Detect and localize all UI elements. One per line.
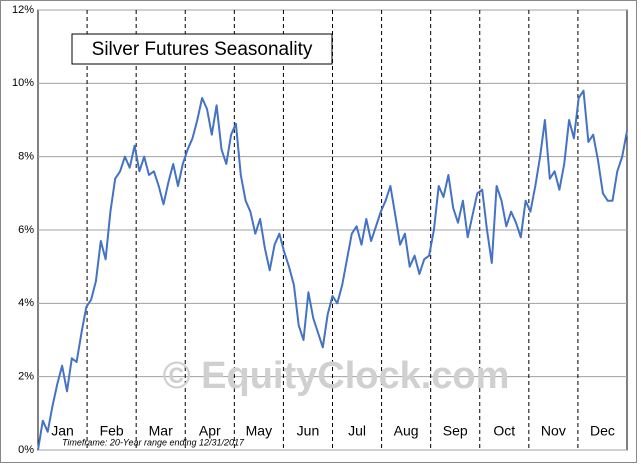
chart-title: Silver Futures Seasonality — [92, 39, 313, 60]
x-tick-label: Jul — [348, 423, 366, 439]
x-tick-label: Mar — [149, 423, 173, 439]
y-tick-label: 2% — [18, 371, 34, 383]
title-box — [71, 33, 333, 65]
x-tick-label: Dec — [590, 423, 615, 439]
footnote: Timeframe: 20-Year range ending 12/31/20… — [62, 437, 245, 447]
y-tick-label: 4% — [18, 297, 34, 309]
x-tick-label: Aug — [394, 423, 419, 439]
y-tick-label: 12% — [12, 4, 34, 16]
y-tick-label: 10% — [12, 77, 34, 89]
x-tick-label: Apr — [199, 423, 221, 439]
y-tick-label: 6% — [18, 224, 34, 236]
watermark: © EquityClock.com — [163, 355, 510, 397]
x-tick-label: Jan — [51, 423, 74, 439]
series-line — [37, 89, 628, 451]
x-tick-label: Jun — [297, 423, 320, 439]
x-tick-label: Nov — [541, 423, 566, 439]
x-tick-label: Sep — [443, 423, 468, 439]
y-tick-label: 8% — [18, 151, 34, 163]
x-tick-label: May — [246, 423, 272, 439]
x-tick-label: Feb — [100, 423, 124, 439]
x-tick-label: Oct — [493, 423, 515, 439]
y-tick-label: 0% — [18, 444, 34, 456]
